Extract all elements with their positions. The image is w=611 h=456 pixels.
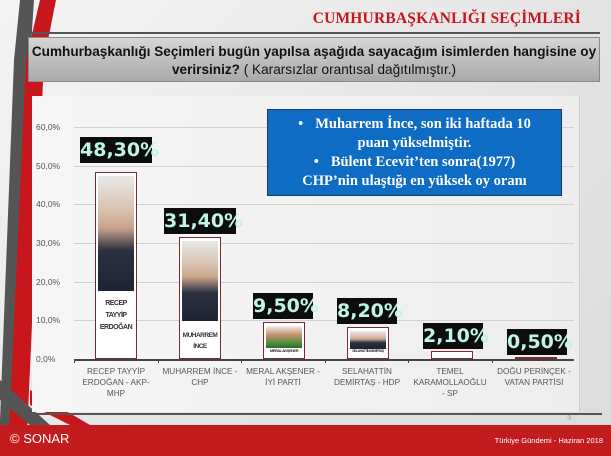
category-line: MUHARREM İNCE - [162, 367, 238, 376]
footer-bar: © SONAR Türkiye Gündemi - Haziran 2018 [0, 425, 611, 456]
category-line: TEMEL [436, 367, 464, 376]
photo-plate: MERAL AKŞENER [269, 348, 299, 353]
info-bullet-1: • Muharrem İnce, son iki haftada 10 [268, 115, 561, 134]
slide-title: CUMHURBAŞKANLIĞI SEÇİMLERİ [312, 10, 581, 27]
bar-aksener: MERAL AKŞENER [263, 322, 305, 359]
info-box: • Muharrem İnce, son iki haftada 10 puan … [267, 109, 562, 196]
photo-plate: SELAHATTİN DEMİRTAŞ [352, 349, 384, 353]
info-text: CHP’nin ulaştığı en yüksek oy oranı [302, 173, 527, 189]
gridline-30 [74, 243, 574, 244]
category-line: VATAN PARTİSİ [504, 378, 564, 387]
x-axis-tick [325, 359, 326, 363]
category-line: DOĞU PERİNÇEK - [497, 367, 571, 376]
info-bullet-2: • Bülent Ecevit’ten sonra(1977) [268, 153, 561, 172]
photo-plate: RECEP TAYYİP ERDOĞAN [99, 300, 133, 331]
category-label: MERAL AKŞENER - İYİ PARTİ [241, 366, 325, 388]
category-line: İYİ PARTİ [265, 378, 301, 387]
x-axis [74, 359, 574, 361]
question-text: Cumhurbaşkanlığı Seçimleri bugün yapılsa… [31, 44, 597, 77]
bar-ince: MUHARREM İNCE [179, 237, 221, 359]
bar-demirtas: SELAHATTİN DEMİRTAŞ [347, 327, 389, 359]
bar-erdogan: RECEP TAYYİP ERDOĞAN [95, 172, 137, 359]
category-line: DEMİRTAŞ - HDP [333, 378, 401, 387]
gridline-10 [74, 320, 574, 321]
candidate-photo [266, 326, 302, 348]
footer-brand: © SONAR [10, 431, 70, 446]
footer-date: Türkiye Gündemi - Haziran 2018 [494, 436, 603, 445]
question-box: Cumhurbaşkanlığı Seçimleri bugün yapılsa… [28, 37, 600, 82]
x-axis-tick [158, 359, 159, 363]
value-label: 48,30% [80, 137, 160, 163]
info-text: puan yükselmiştir. [357, 135, 472, 151]
page-number: 9 [567, 414, 572, 422]
value-label: 8,20% [337, 298, 403, 324]
gridline-20 [74, 282, 574, 283]
y-tick-label: 50,0% [36, 161, 61, 171]
info-text: Muharrem İnce, son iki haftada 10 [315, 116, 531, 132]
category-line: ERDOĞAN - AKP- [82, 378, 150, 387]
value-label: 2,10% [423, 323, 489, 349]
question-note: ( Kararsızlar orantısal dağıtılmıştır.) [243, 62, 457, 77]
bullet-icon: • [313, 154, 319, 170]
category-line: - SP [442, 389, 458, 398]
value-label: 0,50% [507, 329, 573, 355]
y-tick-label: 60,0% [36, 122, 61, 132]
candidate-photo [182, 241, 218, 321]
candidate-photo [350, 331, 386, 349]
x-axis-tick [492, 359, 493, 363]
bottom-divider [32, 413, 602, 415]
photo-plate: MUHARREM İNCE [182, 332, 218, 350]
value-label: 31,40% [164, 208, 244, 234]
title-divider [25, 32, 600, 34]
y-tick-label: 40,0% [36, 199, 61, 209]
y-tick-label: 10,0% [36, 315, 61, 325]
bar-perincek [515, 357, 557, 359]
category-label: DOĞU PERİNÇEK - VATAN PARTİSİ [492, 366, 576, 388]
category-line: MHP [106, 389, 126, 398]
category-line: MERAL AKŞENER - [246, 367, 320, 376]
bar-karamollaoglu [431, 351, 473, 359]
bullet-icon: • [298, 116, 304, 132]
category-label: RECEP TAYYİP ERDOĞAN - AKP- MHP [74, 366, 158, 399]
x-axis-tick [241, 359, 242, 363]
x-axis-tick [408, 359, 409, 363]
candidate-photo [98, 176, 134, 291]
info-text: Bülent Ecevit’ten sonra(1977) [330, 154, 516, 170]
x-axis-tick [74, 359, 75, 363]
y-tick-label: 30,0% [36, 238, 61, 248]
category-line: SELAHATTİN [342, 367, 392, 376]
category-label: MUHARREM İNCE - CHP [158, 366, 242, 388]
gridline-40 [74, 204, 574, 205]
category-line: CHP [191, 378, 209, 387]
category-line: KARAMOLLAOĞLU [413, 378, 487, 387]
category-line: RECEP TAYYİP [86, 367, 146, 376]
category-label: TEMEL KARAMOLLAOĞLU - SP [408, 366, 492, 399]
value-label: 9,50% [253, 293, 319, 319]
y-tick-label: 20,0% [36, 277, 61, 287]
y-tick-label: 0,0% [36, 354, 56, 364]
category-label: SELAHATTİN DEMİRTAŞ - HDP [325, 366, 409, 388]
